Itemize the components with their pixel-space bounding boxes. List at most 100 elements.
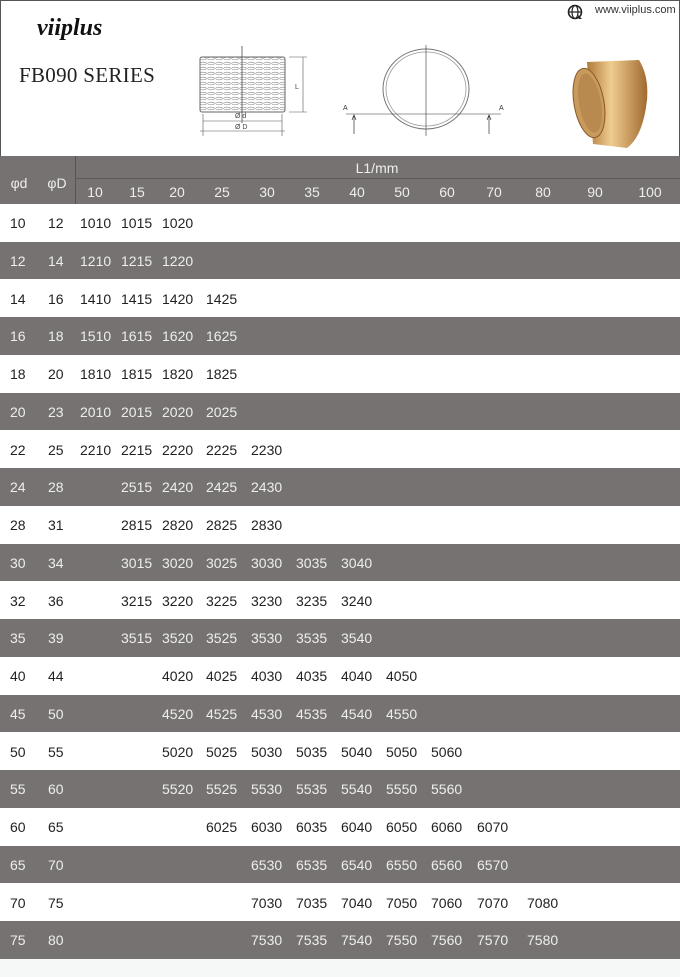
inner-diameter-cell: 20 xyxy=(10,403,26,420)
part-number-cell: 7540 xyxy=(341,932,373,949)
bushing-section-drawing: A A xyxy=(343,45,504,136)
table-row: 22 25 2210 2215 2220 2225 2230 xyxy=(0,430,680,469)
part-number-cell: 3235 xyxy=(296,592,328,609)
part-number-cell: 1815 xyxy=(121,366,153,382)
part-number-cell: 2015 xyxy=(121,403,153,420)
part-number-cell: 4550 xyxy=(386,705,418,722)
outer-diameter-cell: 39 xyxy=(48,630,64,647)
brand-logo: viiplus xyxy=(37,15,103,41)
inner-diameter-cell: 40 xyxy=(10,668,26,684)
part-number-cell: 1410 xyxy=(80,290,112,307)
part-number-cell: 6070 xyxy=(477,819,509,835)
outer-diameter-cell: 14 xyxy=(48,252,64,269)
inner-diameter-cell: 10 xyxy=(10,215,26,231)
table-row: 20 23 2010 2015 2020 2025 xyxy=(0,392,680,431)
part-number-cell: 2515 xyxy=(121,479,153,496)
part-number-cell: 4525 xyxy=(206,705,238,722)
part-number-cell: 1820 xyxy=(162,366,194,382)
length-header-20: 20 xyxy=(169,184,185,200)
part-number-cell: 6550 xyxy=(386,856,418,873)
table-row: 70 75 7030 7035 7040 7050 7060 7070 7080 xyxy=(0,883,680,922)
part-number-cell: 7580 xyxy=(527,932,559,949)
table-row: 12 14 1210 1215 1220 xyxy=(0,241,680,280)
series-title: FB090 SERIES xyxy=(19,63,156,87)
part-number-cell: 7070 xyxy=(477,894,509,911)
inner-diameter-cell: 55 xyxy=(10,781,26,798)
inner-diameter-cell: 65 xyxy=(10,856,26,873)
inner-diameter-cell: 32 xyxy=(10,592,26,609)
inner-diameter-cell: 50 xyxy=(10,743,26,760)
part-number-cell: 2225 xyxy=(206,441,238,458)
part-number-cell: 4530 xyxy=(251,705,283,722)
part-number-cell: 6035 xyxy=(296,819,328,835)
length-header-30: 30 xyxy=(259,184,275,200)
part-number-cell: 3040 xyxy=(341,554,373,571)
part-number-cell: 2025 xyxy=(206,403,238,420)
length-header-70: 70 xyxy=(486,184,502,200)
table-row: 50 55 5020 5025 5030 5035 5040 5050 5060 xyxy=(0,732,680,771)
length-header-10: 10 xyxy=(87,184,103,200)
part-number-cell: 7535 xyxy=(296,932,328,949)
col-outer-diameter: φD xyxy=(47,175,67,191)
part-number-cell: 4535 xyxy=(296,705,328,722)
part-number-cell: 1210 xyxy=(80,252,112,269)
part-number-cell: 4040 xyxy=(341,668,373,684)
part-number-cell: 7040 xyxy=(341,894,373,911)
part-number-cell: 1020 xyxy=(162,215,194,231)
part-number-cell: 3215 xyxy=(121,592,153,609)
bronze-bushing-photo xyxy=(572,60,648,148)
bushing-side-drawing: L Ø d Ø D xyxy=(199,46,307,136)
part-number-cell: 3540 xyxy=(341,630,373,647)
part-number-cell: 3535 xyxy=(296,630,328,647)
part-number-cell: 5530 xyxy=(251,781,283,798)
outer-diameter-cell: 55 xyxy=(48,743,64,760)
outer-diameter-cell: 65 xyxy=(48,819,64,835)
website-link[interactable]: www.viiplus.com xyxy=(595,4,676,16)
part-number-cell: 4050 xyxy=(386,668,418,684)
part-number-cell: 5020 xyxy=(162,743,194,760)
part-number-cell: 6570 xyxy=(477,856,509,873)
table-row: 14 16 1410 1415 1420 1425 xyxy=(0,279,680,318)
outer-diameter-cell: 28 xyxy=(48,479,64,496)
part-number-cell: 6040 xyxy=(341,819,373,835)
part-number-cell: 3035 xyxy=(296,554,328,571)
table-row: 75 80 7530 7535 7540 7550 7560 7570 7580 xyxy=(0,921,680,959)
part-number-cell: 2430 xyxy=(251,479,283,496)
outer-diameter-cell: 75 xyxy=(48,894,64,911)
table-row: 24 28 2515 2420 2425 2430 xyxy=(0,468,680,506)
part-number-cell: 2020 xyxy=(162,403,194,420)
part-number-cell: 4035 xyxy=(296,668,328,684)
part-number-cell: 1620 xyxy=(162,328,194,345)
part-number-cell: 5035 xyxy=(296,743,328,760)
table-row: 55 60 5520 5525 5530 5535 5540 5550 5560 xyxy=(0,770,680,808)
part-number-cell: 5535 xyxy=(296,781,328,798)
part-number-cell: 1510 xyxy=(80,328,112,345)
part-number-cell: 5025 xyxy=(206,743,238,760)
part-number-cell: 4030 xyxy=(251,668,283,684)
part-number-cell: 2220 xyxy=(162,441,194,458)
part-number-cell: 2420 xyxy=(162,479,194,496)
part-number-cell: 1415 xyxy=(121,290,153,307)
part-number-cell: 2215 xyxy=(121,441,153,458)
outer-diameter-cell: 70 xyxy=(48,856,64,873)
inner-diameter-cell: 30 xyxy=(10,554,26,571)
table-row: 18 20 1810 1815 1820 1825 xyxy=(0,355,680,393)
table-row: 35 39 3515 3520 3525 3530 3535 3540 xyxy=(0,619,680,657)
outer-diameter-cell: 34 xyxy=(48,554,64,571)
inner-diameter-cell: 14 xyxy=(10,290,26,307)
inner-diameter-cell: 22 xyxy=(10,441,26,458)
length-label: L xyxy=(295,84,299,91)
part-number-cell: 1215 xyxy=(121,252,153,269)
outer-diameter-cell: 20 xyxy=(48,366,64,382)
outer-diameter-cell: 25 xyxy=(48,441,64,458)
part-number-cell: 4025 xyxy=(206,668,238,684)
part-number-cell: 7050 xyxy=(386,894,418,911)
outer-diameter-cell: 31 xyxy=(48,517,64,533)
length-header-90: 90 xyxy=(587,184,603,200)
part-number-cell: 3530 xyxy=(251,630,283,647)
section-label-right: A xyxy=(499,105,504,112)
outer-diameter-cell: 60 xyxy=(48,781,64,798)
length-header-50: 50 xyxy=(394,184,410,200)
part-number-cell: 3015 xyxy=(121,554,153,571)
